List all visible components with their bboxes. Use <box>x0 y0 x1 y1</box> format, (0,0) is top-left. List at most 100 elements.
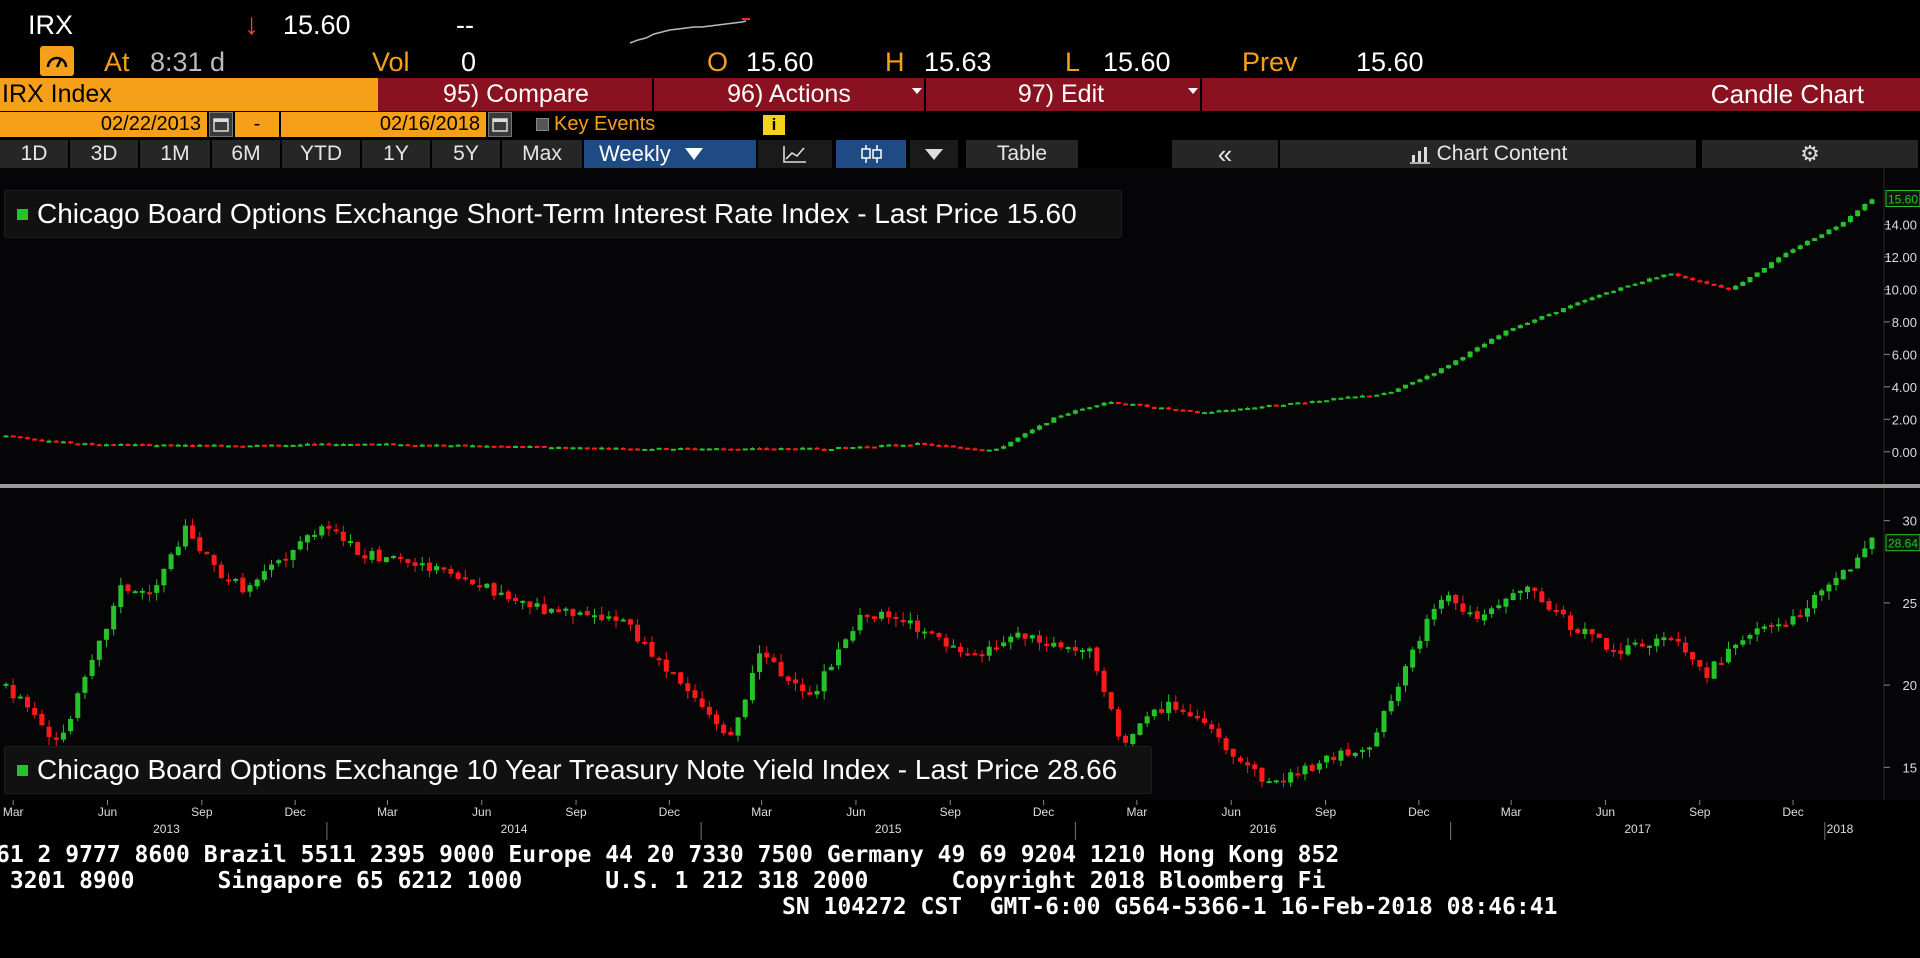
x-month-label: Dec <box>284 805 305 819</box>
edit-button[interactable]: 97) Edit <box>1017 80 1105 108</box>
candle-body <box>1388 391 1394 394</box>
candle-body <box>800 447 806 450</box>
candle-body <box>627 448 633 451</box>
candle-body <box>1245 407 1251 410</box>
candle-body <box>1302 402 1308 405</box>
candle-body <box>764 652 770 658</box>
candle-body <box>333 444 339 447</box>
edit-dropdown-icon[interactable] <box>1188 88 1198 94</box>
candle-body <box>297 444 303 447</box>
y-tick-label: 4.00 <box>1892 380 1917 395</box>
candle-body <box>1352 396 1358 399</box>
candle-body <box>1166 407 1172 410</box>
candle-body <box>89 659 95 676</box>
candle-body <box>247 585 253 592</box>
tab-6m[interactable]: 6M <box>212 140 282 168</box>
candle-body <box>1324 400 1330 403</box>
candle-body <box>477 445 483 448</box>
candle-body <box>1001 642 1007 647</box>
tab-1m[interactable]: 1M <box>140 140 212 168</box>
security-field[interactable]: IRX Index <box>0 78 378 111</box>
sparkline-chart <box>629 18 750 44</box>
candle-body <box>828 448 834 451</box>
candle-body <box>814 447 820 450</box>
key-events-checkbox[interactable] <box>536 118 549 131</box>
candle-body <box>929 443 935 446</box>
candle-body <box>1804 240 1810 246</box>
candle-body <box>1216 728 1222 738</box>
candle-body <box>10 435 16 438</box>
candle-body <box>1847 569 1853 572</box>
collapse-button[interactable]: « <box>1172 139 1280 169</box>
candle-body <box>1776 624 1782 627</box>
candle-body <box>441 567 447 570</box>
candle-body <box>1036 425 1042 430</box>
compare-button[interactable]: 95) Compare <box>443 80 589 108</box>
candle-body <box>965 447 971 450</box>
candle-chart-button[interactable] <box>836 140 908 168</box>
high-value: 15.63 <box>924 47 992 77</box>
candle-body <box>1309 764 1315 771</box>
lower-chart-panel: 15 20 25 30 28.64 Chicago Board Options Exch… <box>0 488 1920 800</box>
candle-body <box>1769 262 1775 269</box>
candle-body <box>240 577 246 593</box>
end-date-field[interactable]: 02/16/2018 <box>281 112 486 137</box>
candle-body <box>1596 294 1602 298</box>
candle-body <box>326 525 332 529</box>
candle-body <box>1740 281 1746 286</box>
candle-body <box>592 447 598 450</box>
candle-body <box>1331 756 1337 760</box>
candle-body <box>1869 199 1875 204</box>
chart-type-dropdown[interactable] <box>910 140 960 168</box>
candle-body <box>1769 625 1775 628</box>
candle-body <box>1058 642 1064 648</box>
candle-body <box>304 443 310 446</box>
candle-body <box>139 590 145 593</box>
table-button[interactable]: Table <box>966 140 1080 168</box>
candle-body <box>541 445 547 448</box>
candle-body <box>1202 412 1208 415</box>
x-month-label: Sep <box>191 805 213 819</box>
line-chart-button[interactable] <box>758 140 834 168</box>
candle-body <box>1123 735 1129 743</box>
actions-dropdown-icon[interactable] <box>912 88 922 94</box>
settings-button[interactable]: ⚙ <box>1702 140 1920 168</box>
range-tabs: 1D 3D 1M 6M YTD 1Y 5Y Max Weekly Table «… <box>0 139 1920 169</box>
candle-body <box>132 444 138 447</box>
candle-body <box>218 564 224 579</box>
candle-body <box>1539 591 1545 603</box>
candle-body <box>1180 709 1186 713</box>
start-date-field[interactable]: 02/22/2013 <box>0 112 207 137</box>
tab-ytd[interactable]: YTD <box>282 140 362 168</box>
speedometer-icon[interactable] <box>40 46 74 76</box>
candle-body <box>1675 638 1681 642</box>
candle-body <box>950 445 956 448</box>
end-calendar-icon[interactable] <box>488 112 512 137</box>
candlestick-icon <box>861 145 882 163</box>
panel-divider[interactable] <box>0 484 1920 488</box>
candle-body <box>462 444 468 447</box>
tab-3d[interactable]: 3D <box>70 140 140 168</box>
candle-body <box>857 446 863 449</box>
candle-body <box>850 447 856 450</box>
tab-1y[interactable]: 1Y <box>362 140 432 168</box>
chart-content-button[interactable]: Chart Content <box>1280 140 1698 168</box>
period-selector[interactable]: Weekly <box>584 140 758 168</box>
tnx-candle-chart[interactable]: 15 20 25 30 28.64 <box>0 488 1920 800</box>
candle-body <box>1833 226 1839 230</box>
y-tick-label: 14.00 <box>1884 217 1917 232</box>
info-icon[interactable]: i <box>763 115 785 135</box>
tab-max[interactable]: Max <box>502 140 584 168</box>
candle-body <box>1381 393 1387 396</box>
candle-body <box>225 579 231 582</box>
actions-button[interactable]: 96) Actions <box>727 80 851 108</box>
tab-1d[interactable]: 1D <box>0 140 70 168</box>
candle-body <box>1001 446 1007 449</box>
candle-body <box>1783 252 1789 258</box>
irx-candle-chart[interactable]: 0.00 2.00 4.00 6.00 8.00 10.00 12.00 14.00 15.60 <box>0 168 1920 484</box>
candle-body <box>1496 605 1502 609</box>
candle-body <box>1517 590 1523 593</box>
start-calendar-icon[interactable] <box>209 112 233 137</box>
candle-body <box>936 444 942 447</box>
tab-5y[interactable]: 5Y <box>432 140 502 168</box>
